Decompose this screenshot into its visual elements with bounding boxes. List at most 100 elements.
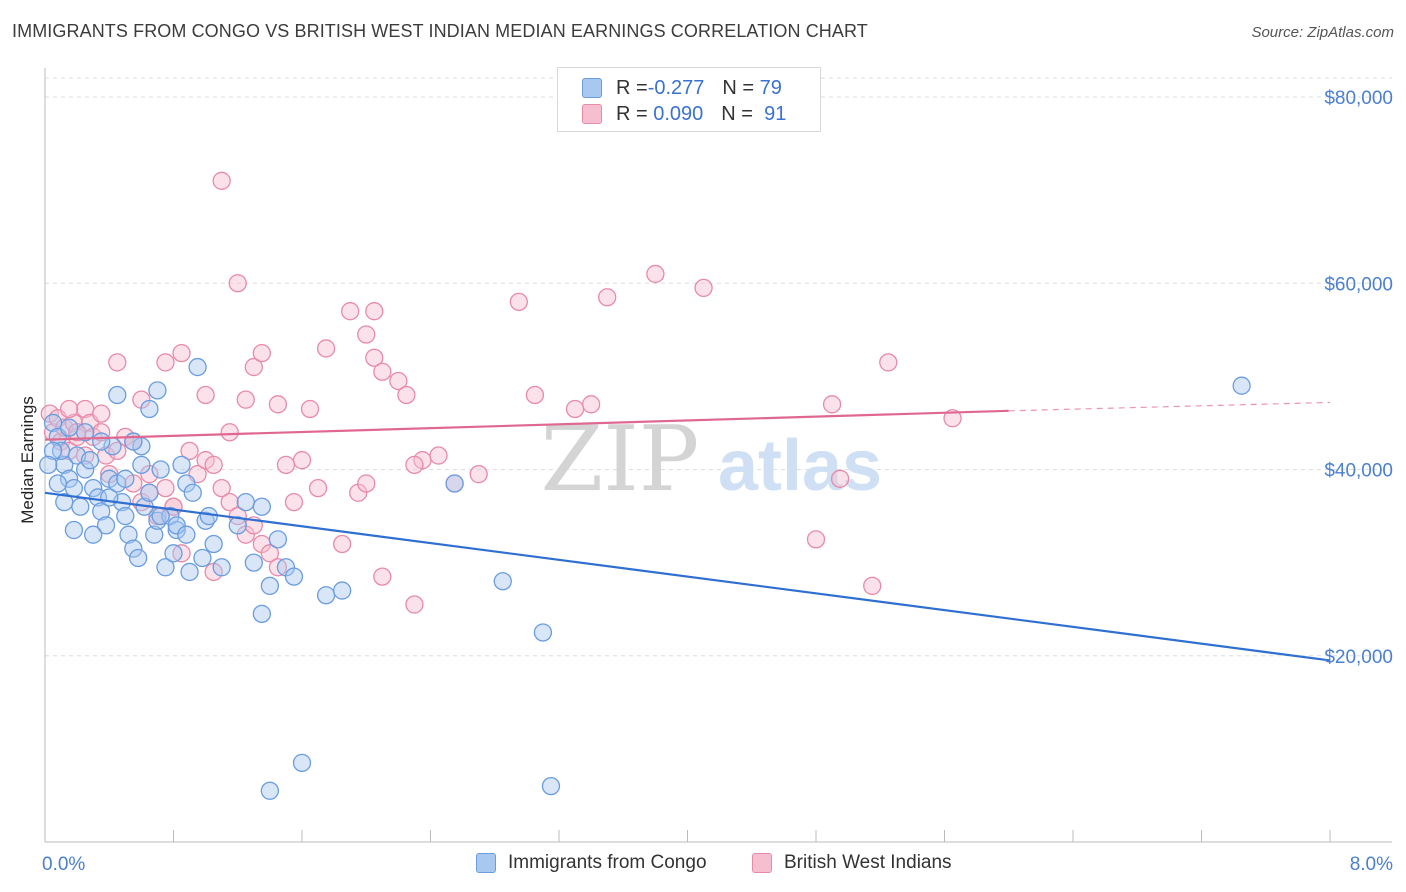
data-point xyxy=(260,544,280,563)
data-point xyxy=(59,469,79,488)
data-point xyxy=(300,399,320,419)
legend-row-bwi: R = 0.090 N = 91 xyxy=(582,102,786,126)
data-point xyxy=(188,357,207,377)
data-point xyxy=(116,469,135,488)
series-british-west-indians xyxy=(40,171,962,614)
legend-swatch-pink xyxy=(752,853,772,873)
trend-line-congo xyxy=(44,491,1331,662)
data-point xyxy=(493,572,512,591)
data-point xyxy=(108,385,127,405)
y-tick-label: $20,000 xyxy=(1324,647,1393,668)
data-point xyxy=(260,781,280,800)
trend-line-bwi-extension xyxy=(1008,401,1331,412)
data-point xyxy=(533,623,553,642)
data-point xyxy=(39,455,58,474)
data-point xyxy=(308,478,328,498)
data-point xyxy=(316,339,336,358)
data-point xyxy=(236,390,255,409)
data-point xyxy=(124,539,143,558)
data-point xyxy=(268,530,288,549)
data-point xyxy=(172,455,191,474)
data-point xyxy=(525,385,545,405)
data-point xyxy=(204,455,223,474)
data-point xyxy=(284,492,304,512)
data-point xyxy=(204,534,223,554)
legend-r-value: 0.090 xyxy=(647,102,704,125)
data-point xyxy=(196,385,215,405)
data-point xyxy=(167,520,186,540)
watermark-atlas: atlas xyxy=(718,426,882,506)
data-point xyxy=(64,520,84,540)
data-point xyxy=(397,385,416,405)
legend-n-label: N = xyxy=(722,76,760,99)
data-point xyxy=(541,776,561,796)
y-tick-label: $60,000 xyxy=(1324,274,1393,295)
data-point xyxy=(357,325,376,344)
data-point xyxy=(333,581,352,600)
data-point xyxy=(879,353,898,372)
series-legend: Immigrants from Congo British West India… xyxy=(0,852,1406,878)
legend-r-label: R = xyxy=(616,76,648,99)
data-point xyxy=(212,558,231,577)
data-point xyxy=(76,460,95,479)
data-point xyxy=(220,492,239,512)
legend-n-value: 79 xyxy=(759,76,782,99)
data-point xyxy=(445,474,464,493)
data-point xyxy=(119,525,138,544)
data-point xyxy=(140,483,159,502)
data-point xyxy=(180,441,199,461)
tick-labels: $20,000 $40,000 $60,000 $80,000 0.0% 8.0% xyxy=(42,88,1393,875)
data-point xyxy=(694,278,713,298)
data-point xyxy=(92,404,111,423)
data-point xyxy=(389,371,408,391)
data-point xyxy=(124,432,143,451)
data-point xyxy=(59,418,79,437)
data-point xyxy=(177,525,196,544)
data-point xyxy=(172,343,191,363)
legend-swatch-blue xyxy=(476,853,496,873)
data-point xyxy=(48,474,67,493)
data-point xyxy=(148,381,167,400)
data-point xyxy=(1232,376,1251,395)
data-point xyxy=(268,395,288,414)
data-point xyxy=(565,399,585,419)
data-point xyxy=(183,483,202,502)
data-point xyxy=(405,595,424,614)
legend-item-congo: Immigrants from Congo xyxy=(476,852,707,874)
data-point xyxy=(252,343,271,363)
legend-n-label: N = xyxy=(721,102,759,125)
data-point xyxy=(145,525,164,544)
data-point xyxy=(365,302,384,321)
data-point xyxy=(129,548,148,568)
legend-label-bwi: British West Indians xyxy=(784,852,952,873)
data-point xyxy=(341,302,360,321)
data-point xyxy=(55,492,74,512)
data-point xyxy=(100,488,119,507)
data-point xyxy=(316,586,336,605)
data-point xyxy=(151,460,170,479)
legend-item-bwi: British West Indians xyxy=(752,852,952,874)
data-point xyxy=(164,544,183,563)
y-tick-label: $40,000 xyxy=(1324,461,1393,482)
data-point xyxy=(92,502,111,521)
data-point xyxy=(84,478,103,498)
legend-r-label: R = xyxy=(616,102,648,125)
x-tick-label: 8.0% xyxy=(1350,854,1393,875)
legend-swatch-blue xyxy=(582,78,602,98)
legend-r-value: -0.277 xyxy=(647,76,705,99)
data-point xyxy=(80,451,100,470)
data-point xyxy=(373,567,392,586)
y-axis-label: Median Earnings xyxy=(18,396,37,524)
data-point xyxy=(212,478,231,498)
data-point xyxy=(252,604,271,623)
chart-title: IMMIGRANTS FROM CONGO VS BRITISH WEST IN… xyxy=(12,21,868,41)
data-point xyxy=(822,395,842,414)
data-point xyxy=(252,497,271,516)
data-point xyxy=(373,362,392,381)
data-point xyxy=(92,423,111,442)
trend-lines xyxy=(44,401,1331,662)
data-point xyxy=(167,516,186,535)
data-point xyxy=(92,432,111,451)
data-point xyxy=(108,353,127,372)
data-point xyxy=(177,474,196,493)
